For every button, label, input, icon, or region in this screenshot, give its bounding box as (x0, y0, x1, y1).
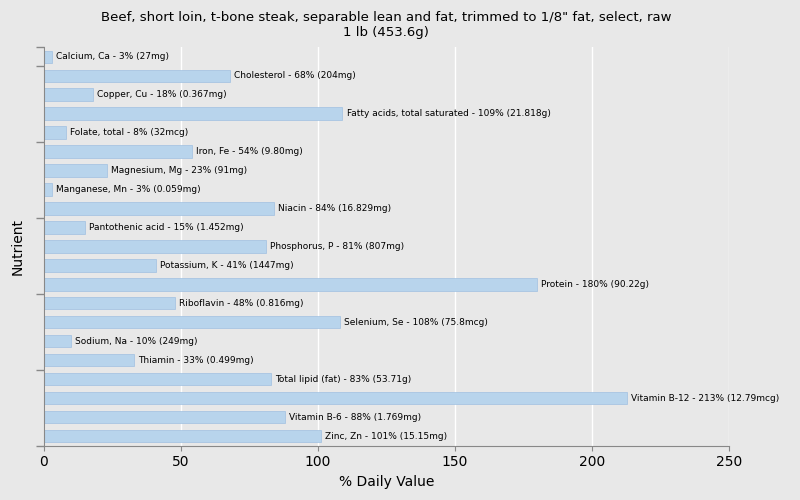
Text: Calcium, Ca - 3% (27mg): Calcium, Ca - 3% (27mg) (56, 52, 169, 61)
Text: Pantothenic acid - 15% (1.452mg): Pantothenic acid - 15% (1.452mg) (89, 223, 244, 232)
Bar (44, 240, 266, 252)
Bar (44, 202, 274, 214)
Bar (44, 108, 342, 120)
Title: Beef, short loin, t-bone steak, separable lean and fat, trimmed to 1/8" fat, sel: Beef, short loin, t-bone steak, separabl… (101, 11, 671, 39)
Bar (44, 316, 340, 328)
Text: Folate, total - 8% (32mcg): Folate, total - 8% (32mcg) (70, 128, 188, 137)
Text: Phosphorus, P - 81% (807mg): Phosphorus, P - 81% (807mg) (270, 242, 404, 251)
Text: Zinc, Zn - 101% (15.15mg): Zinc, Zn - 101% (15.15mg) (325, 432, 446, 440)
Text: Thiamin - 33% (0.499mg): Thiamin - 33% (0.499mg) (138, 356, 254, 364)
X-axis label: % Daily Value: % Daily Value (338, 475, 434, 489)
Bar (44, 146, 192, 158)
Text: Total lipid (fat) - 83% (53.71g): Total lipid (fat) - 83% (53.71g) (275, 374, 411, 384)
Bar (44, 70, 230, 82)
Text: Fatty acids, total saturated - 109% (21.818g): Fatty acids, total saturated - 109% (21.… (346, 109, 550, 118)
Text: Sodium, Na - 10% (249mg): Sodium, Na - 10% (249mg) (75, 337, 198, 346)
Bar (44, 392, 627, 404)
Bar (44, 430, 321, 442)
Text: Protein - 180% (90.22g): Protein - 180% (90.22g) (541, 280, 649, 289)
Text: Niacin - 84% (16.829mg): Niacin - 84% (16.829mg) (278, 204, 391, 213)
Text: Iron, Fe - 54% (9.80mg): Iron, Fe - 54% (9.80mg) (196, 147, 302, 156)
Y-axis label: Nutrient: Nutrient (11, 218, 25, 275)
Text: Riboflavin - 48% (0.816mg): Riboflavin - 48% (0.816mg) (179, 299, 304, 308)
Bar (44, 164, 107, 176)
Text: Manganese, Mn - 3% (0.059mg): Manganese, Mn - 3% (0.059mg) (56, 185, 201, 194)
Bar (44, 335, 71, 347)
Bar (44, 411, 285, 424)
Text: Copper, Cu - 18% (0.367mg): Copper, Cu - 18% (0.367mg) (98, 90, 227, 99)
Bar (44, 184, 52, 196)
Bar (44, 50, 52, 63)
Text: Vitamin B-12 - 213% (12.79mcg): Vitamin B-12 - 213% (12.79mcg) (631, 394, 780, 402)
Bar (44, 373, 271, 386)
Text: Selenium, Se - 108% (75.8mcg): Selenium, Se - 108% (75.8mcg) (344, 318, 488, 327)
Text: Cholesterol - 68% (204mg): Cholesterol - 68% (204mg) (234, 71, 356, 80)
Bar (44, 222, 85, 234)
Bar (44, 88, 93, 101)
Bar (44, 297, 175, 310)
Bar (44, 354, 134, 366)
Bar (44, 278, 537, 290)
Text: Vitamin B-6 - 88% (1.769mg): Vitamin B-6 - 88% (1.769mg) (289, 412, 421, 422)
Bar (44, 126, 66, 139)
Text: Magnesium, Mg - 23% (91mg): Magnesium, Mg - 23% (91mg) (111, 166, 247, 175)
Text: Potassium, K - 41% (1447mg): Potassium, K - 41% (1447mg) (160, 261, 294, 270)
Bar (44, 259, 156, 272)
